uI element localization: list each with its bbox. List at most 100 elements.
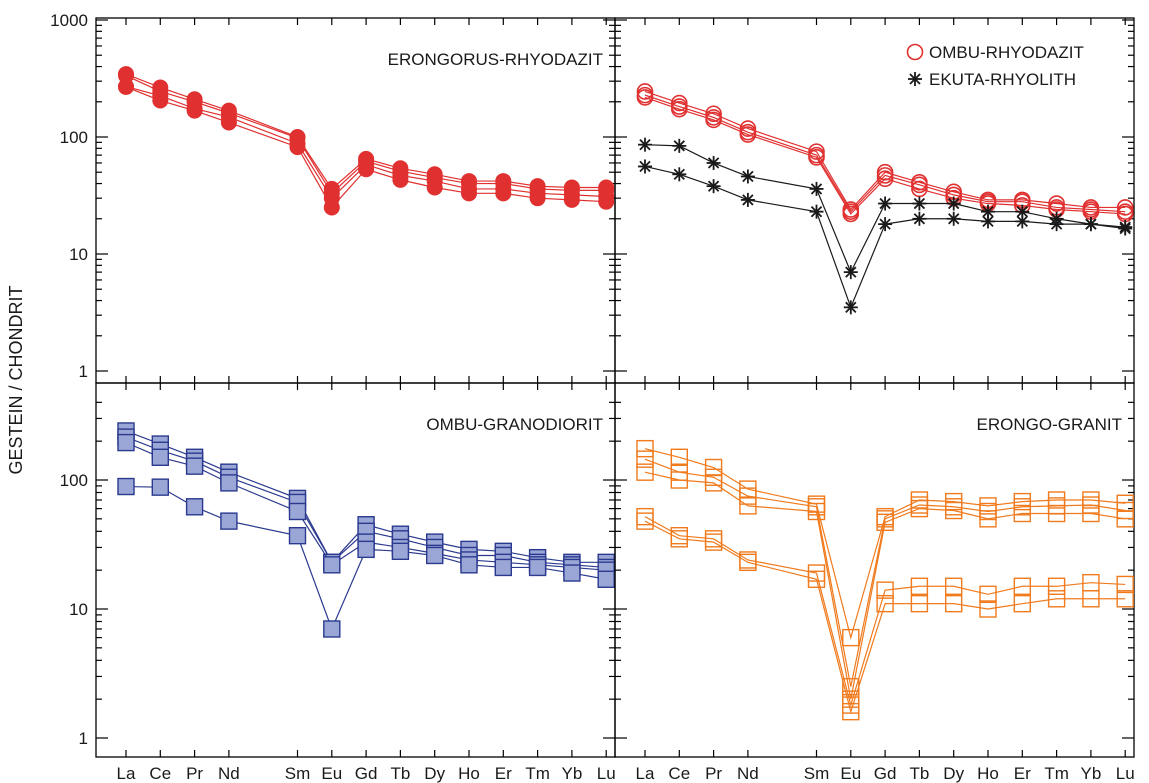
x-tick-label: Ce xyxy=(668,764,690,783)
series-line xyxy=(644,94,1126,213)
data-point xyxy=(638,159,652,174)
data-point xyxy=(1116,199,1134,216)
x-tick-label: Pr xyxy=(186,764,203,783)
data-point xyxy=(945,577,963,595)
data-point xyxy=(808,149,825,166)
data-point xyxy=(842,205,860,223)
data-point xyxy=(912,196,927,211)
data-point xyxy=(1013,504,1031,523)
x-tick-label: Lu xyxy=(597,764,616,783)
data-point xyxy=(843,265,858,280)
data-point xyxy=(979,585,997,604)
data-point xyxy=(1082,590,1100,608)
data-point xyxy=(185,457,204,475)
data-point xyxy=(706,155,721,170)
data-point xyxy=(563,564,581,582)
data-point xyxy=(186,102,203,119)
data-point xyxy=(117,477,135,496)
data-point xyxy=(739,553,757,572)
data-point xyxy=(636,450,654,468)
x-tick-label: Eu xyxy=(840,764,861,783)
data-point xyxy=(392,171,409,188)
data-point xyxy=(843,300,858,315)
data-point xyxy=(979,600,997,618)
data-point xyxy=(807,502,826,521)
data-point xyxy=(739,497,757,515)
data-point xyxy=(323,620,341,638)
data-point xyxy=(1116,575,1134,594)
data-point xyxy=(910,594,929,613)
x-tick-label: Ho xyxy=(458,764,480,783)
data-point xyxy=(906,43,924,61)
data-point xyxy=(1118,221,1133,236)
x-tick-label: Eu xyxy=(321,764,342,783)
data-point xyxy=(809,204,824,219)
x-tick-label: Nd xyxy=(737,764,759,783)
data-point xyxy=(357,540,375,559)
data-point xyxy=(1049,217,1064,232)
legend-item: EKUTA-RHYOLITH xyxy=(908,70,1076,89)
data-point xyxy=(563,191,580,208)
series-line xyxy=(644,96,1126,215)
x-tick-label: Sm xyxy=(804,764,830,783)
x-tick-label: Er xyxy=(495,764,512,783)
data-point xyxy=(1116,510,1134,528)
data-point xyxy=(981,204,995,219)
y-tick-label: 1000 xyxy=(50,11,88,30)
data-point xyxy=(912,211,927,226)
data-point xyxy=(876,170,894,188)
series-line xyxy=(644,471,1126,700)
legend-label: EKUTA-RHYOLITH xyxy=(929,70,1076,89)
x-tick-label: Dy xyxy=(943,764,964,783)
y-tick-label: 100 xyxy=(60,471,88,490)
data-point xyxy=(670,100,688,118)
x-tick-label: La xyxy=(117,764,136,783)
x-tick-label: Er xyxy=(1014,764,1031,783)
series-line xyxy=(644,520,1126,714)
data-point xyxy=(670,530,688,548)
panel-bottom-right: La Ce Pr Nd Sm Eu Gd Tb Dy Ho Er Tm Yb Lu ERONGO-GRANI… xyxy=(614,382,1135,783)
data-point xyxy=(946,196,961,211)
data-point xyxy=(358,161,375,178)
x-tick-label: Lu xyxy=(1116,764,1135,783)
data-point xyxy=(638,137,652,152)
data-point xyxy=(911,180,928,198)
data-point xyxy=(1082,504,1100,523)
data-point xyxy=(1013,577,1031,595)
data-point xyxy=(461,185,477,202)
data-point xyxy=(670,471,688,489)
data-point xyxy=(220,474,238,492)
data-point xyxy=(740,169,755,184)
data-point xyxy=(426,179,443,196)
x-tick-label: Dy xyxy=(424,764,445,783)
x-tick-label: Tb xyxy=(909,764,929,783)
data-point xyxy=(672,138,687,153)
data-point xyxy=(1013,594,1031,613)
panel-title: ERONGO-GRANIT xyxy=(977,415,1122,434)
x-tick-label: La xyxy=(636,764,655,783)
data-point xyxy=(876,581,894,599)
panel-top-left: 1000 100 10 1 ERONGORUS-RHYODAZIT xyxy=(50,11,616,384)
data-point xyxy=(704,474,723,492)
data-point xyxy=(636,89,654,106)
data-point xyxy=(979,510,997,528)
series-erongo xyxy=(636,512,1134,721)
x-tick-label: Yb xyxy=(562,764,583,783)
data-point xyxy=(945,594,963,613)
x-tick-label: Nd xyxy=(218,764,240,783)
data-point xyxy=(807,570,826,588)
data-point xyxy=(220,512,238,530)
data-point xyxy=(1048,195,1065,212)
y-tick-label: 1 xyxy=(79,362,88,381)
data-point xyxy=(705,105,722,123)
series-ombu_grano xyxy=(117,477,615,638)
data-point xyxy=(1047,504,1066,523)
data-point xyxy=(740,192,755,207)
data-point xyxy=(739,487,757,505)
data-point xyxy=(598,193,615,210)
data-point xyxy=(878,196,893,211)
panel-title: ERONGORUS-RHYODAZIT xyxy=(388,50,603,69)
panels-group: 1000 100 10 1 ERONGORUS-RHYODAZIT OMBU-RHYODA… xyxy=(50,11,1134,783)
panel-title: OMBU-GRANODIORIT xyxy=(426,415,603,434)
data-point xyxy=(118,78,134,95)
